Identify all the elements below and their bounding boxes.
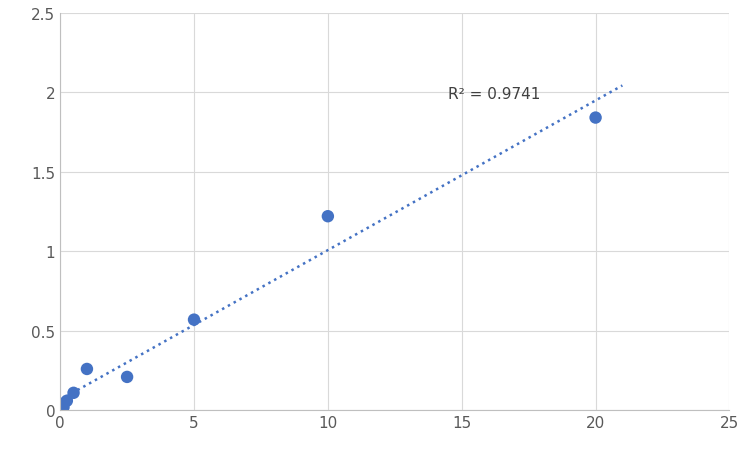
Point xyxy=(81,365,93,373)
Text: R² = 0.9741: R² = 0.9741 xyxy=(448,87,541,102)
Point xyxy=(590,115,602,122)
Point xyxy=(188,316,200,323)
Point xyxy=(322,213,334,221)
Point xyxy=(54,405,66,412)
Point xyxy=(61,397,73,405)
Point xyxy=(68,389,80,396)
Point xyxy=(57,404,69,411)
Point xyxy=(121,373,133,381)
